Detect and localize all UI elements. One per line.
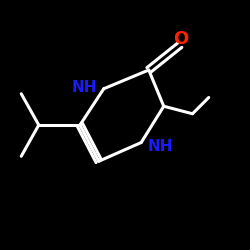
Text: NH: NH [72, 80, 98, 95]
Text: O: O [174, 30, 189, 48]
Text: NH: NH [148, 139, 173, 154]
